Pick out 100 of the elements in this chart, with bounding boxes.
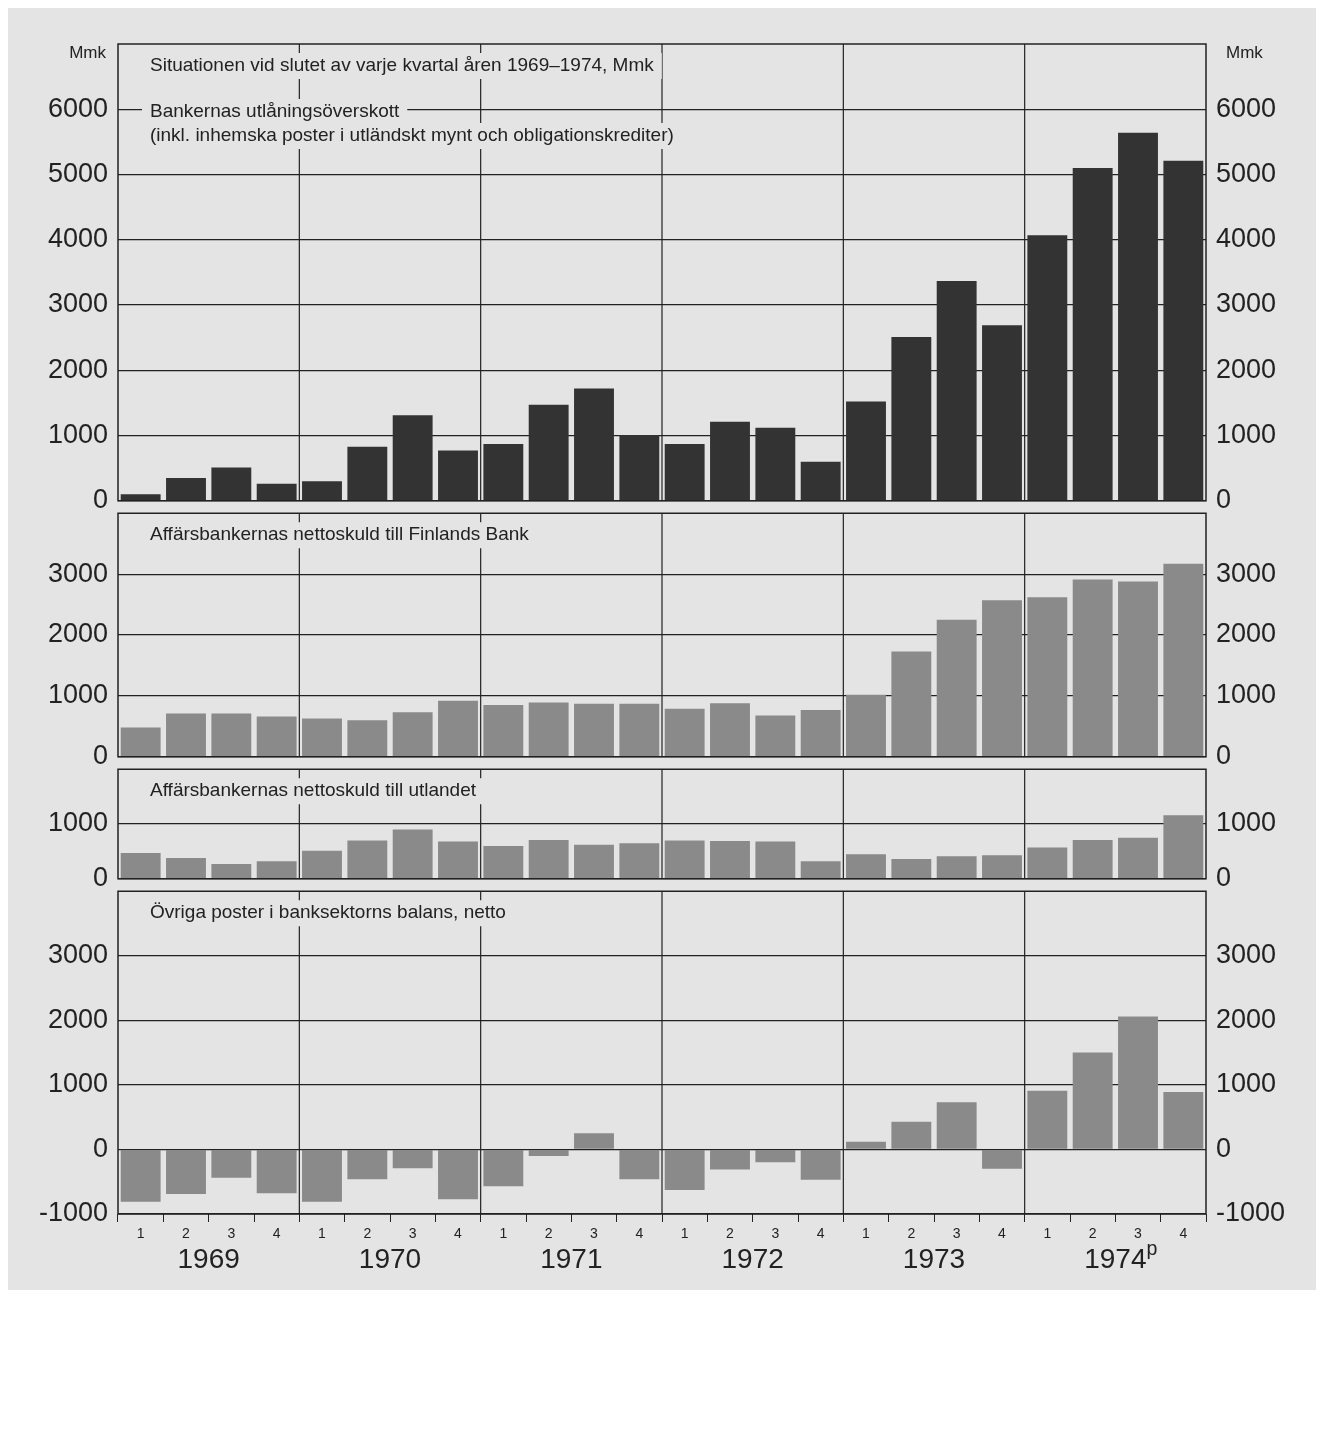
y-tick-label: 0 bbox=[92, 484, 108, 515]
bar bbox=[211, 713, 252, 757]
bar bbox=[211, 467, 252, 501]
bar bbox=[1118, 1016, 1158, 1149]
x-tick-label: 1 bbox=[499, 1225, 508, 1242]
y2-axis-title: Mmk bbox=[1226, 43, 1264, 62]
bar bbox=[483, 705, 524, 757]
text: Affärsbankernas nettoskuld till Finlands Bank bbox=[150, 522, 530, 544]
bar bbox=[211, 1150, 252, 1178]
x-tick-label: 2 bbox=[1088, 1225, 1097, 1242]
bar bbox=[1027, 847, 1068, 879]
x-tick-label: 3 bbox=[227, 1225, 236, 1242]
bar bbox=[166, 713, 206, 757]
x-tick-label: 4 bbox=[816, 1225, 825, 1242]
y2-tick-label: 0 bbox=[1216, 740, 1232, 771]
x-tick-label: 1 bbox=[136, 1225, 145, 1242]
bar bbox=[392, 712, 433, 757]
bar bbox=[528, 1150, 569, 1156]
text: Affärsbankernas nettoskuld till utlandet bbox=[150, 778, 477, 800]
bar bbox=[392, 829, 433, 879]
y-tick-label: -1000 bbox=[38, 1197, 108, 1228]
bar bbox=[302, 718, 342, 757]
bar bbox=[619, 843, 660, 879]
bar bbox=[1027, 235, 1068, 501]
x-tick-label: 3 bbox=[771, 1225, 780, 1242]
bar bbox=[664, 444, 705, 501]
y2-tick-label: 4000 bbox=[1216, 223, 1277, 254]
bar bbox=[800, 709, 841, 757]
bar bbox=[936, 619, 977, 757]
bar bbox=[347, 840, 388, 879]
x-tick-label: 4 bbox=[1179, 1225, 1188, 1242]
x-tick-label: 3 bbox=[952, 1225, 961, 1242]
bar bbox=[1027, 1090, 1068, 1149]
y2-tick-label: 1000 bbox=[1216, 807, 1277, 838]
bar bbox=[755, 715, 796, 757]
bar bbox=[664, 708, 705, 757]
y2-tick-label: 1000 bbox=[1216, 419, 1277, 449]
bar bbox=[1118, 581, 1158, 757]
y-tick-label: 0 bbox=[92, 1132, 108, 1163]
bar bbox=[1163, 815, 1204, 879]
bar bbox=[1163, 1091, 1204, 1149]
x-tick-label: 3 bbox=[408, 1225, 417, 1242]
y-tick-label: 2000 bbox=[47, 353, 108, 384]
bar bbox=[438, 700, 478, 757]
bar bbox=[392, 1150, 433, 1169]
y-tick-label: 3000 bbox=[47, 288, 108, 319]
y-tick-label: 0 bbox=[92, 862, 108, 893]
text: 1971 bbox=[540, 1243, 603, 1274]
bar bbox=[574, 844, 614, 879]
x-tick-label: 2 bbox=[726, 1225, 735, 1242]
bar bbox=[891, 1121, 932, 1149]
y-tick-label: 1000 bbox=[47, 807, 108, 838]
bar bbox=[574, 1133, 614, 1149]
text: 1973 bbox=[902, 1243, 966, 1274]
bar bbox=[710, 703, 750, 757]
bar bbox=[1072, 839, 1113, 879]
bar bbox=[166, 857, 206, 879]
y2-tick-label: 2000 bbox=[1216, 618, 1277, 649]
y2-tick-label: -1000 bbox=[1216, 1197, 1286, 1228]
y-tick-label: 1000 bbox=[47, 1068, 108, 1099]
y2-tick-label: 1000 bbox=[1216, 679, 1277, 710]
y-tick-label: 1000 bbox=[47, 679, 108, 710]
bar bbox=[120, 727, 161, 757]
x-tick-label: 4 bbox=[635, 1225, 644, 1242]
y2-tick-label: 0 bbox=[1216, 1132, 1232, 1163]
bar bbox=[528, 404, 569, 501]
x-tick-label: 1 bbox=[318, 1225, 327, 1242]
bar bbox=[846, 1141, 886, 1149]
y-tick-label: 4000 bbox=[47, 223, 108, 254]
bar bbox=[574, 388, 614, 501]
bar bbox=[483, 1150, 524, 1187]
bar bbox=[528, 839, 569, 879]
bar bbox=[755, 841, 796, 879]
x-tick-label: 3 bbox=[590, 1225, 599, 1242]
x-tick-label: 1 bbox=[862, 1225, 871, 1242]
bar bbox=[438, 841, 478, 879]
bar bbox=[211, 864, 252, 879]
bar bbox=[710, 840, 750, 879]
bar bbox=[664, 840, 705, 879]
bar bbox=[982, 1150, 1022, 1169]
bar bbox=[846, 854, 886, 879]
bar bbox=[619, 703, 660, 757]
bar bbox=[392, 415, 433, 501]
bar bbox=[982, 325, 1022, 501]
bar bbox=[800, 461, 841, 501]
bar bbox=[982, 855, 1022, 879]
bar bbox=[846, 401, 886, 501]
x-tick-label: 4 bbox=[454, 1225, 463, 1242]
bar bbox=[347, 720, 388, 757]
bar bbox=[982, 600, 1022, 757]
bar bbox=[1072, 1052, 1113, 1149]
bar bbox=[755, 427, 796, 501]
bar bbox=[256, 861, 297, 879]
text: 1972 bbox=[721, 1243, 784, 1274]
bar bbox=[1163, 563, 1204, 757]
y2-tick-label: 3000 bbox=[1216, 939, 1277, 970]
y-tick-label: 2000 bbox=[47, 1003, 108, 1034]
x-tick-label: 2 bbox=[907, 1225, 916, 1242]
text: 1969 bbox=[177, 1243, 240, 1274]
bar bbox=[347, 446, 388, 501]
